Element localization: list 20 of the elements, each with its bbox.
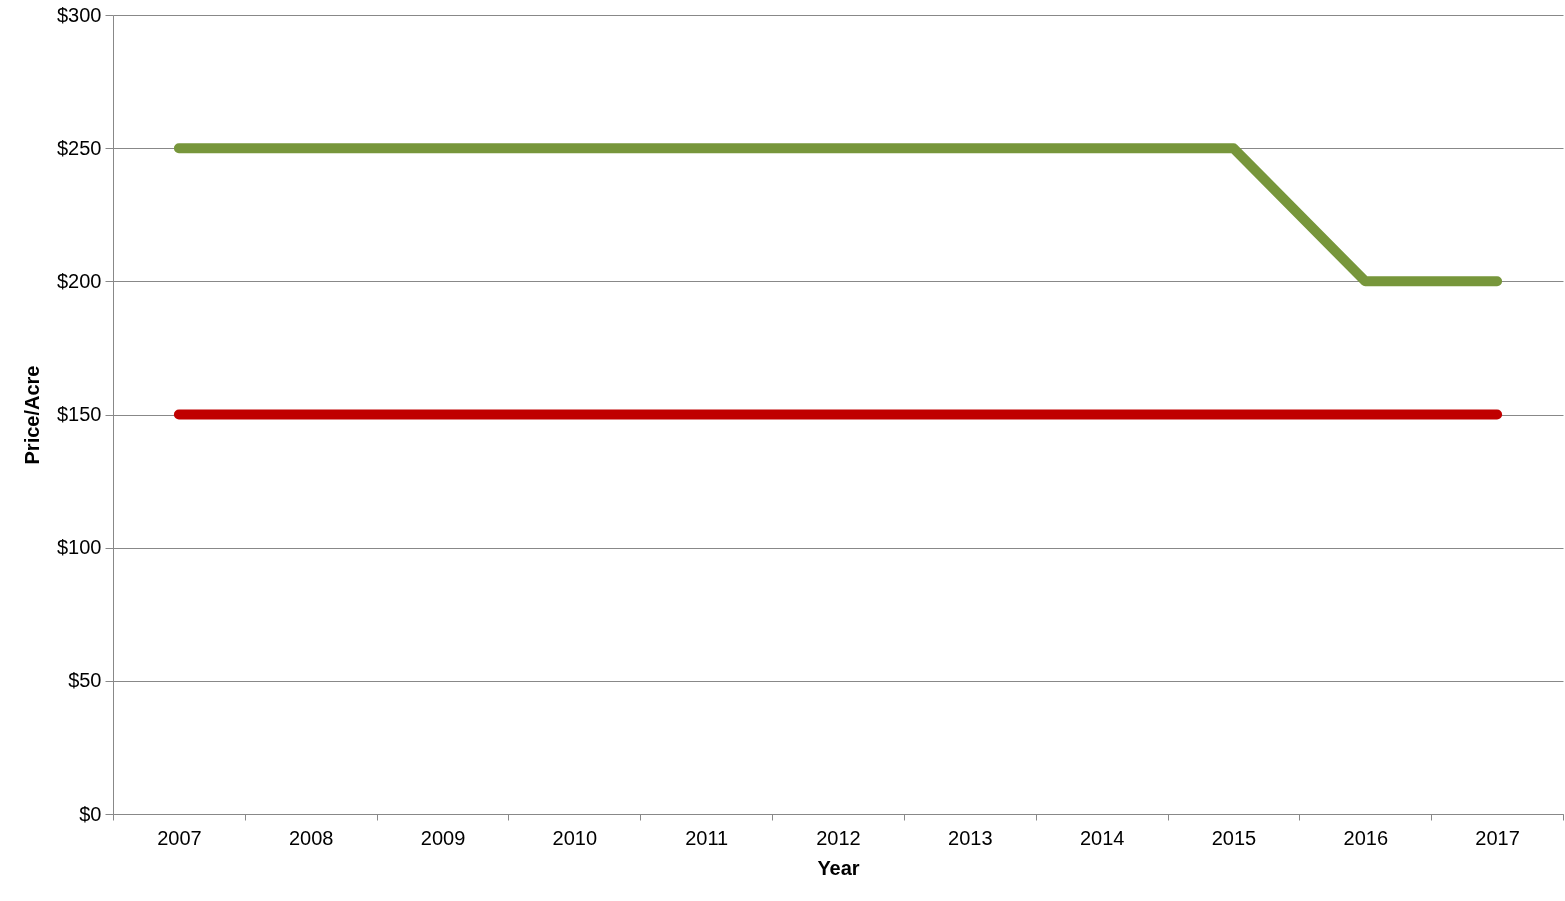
x-tick-label: 2012 [816, 826, 861, 849]
x-tick-label: 2007 [157, 826, 202, 849]
x-tick-label: 2011 [685, 826, 729, 849]
x-tick-label: 2017 [1475, 826, 1520, 849]
y-tick-label: $150 [57, 403, 102, 425]
y-tick-label: $0 [79, 802, 102, 825]
y-tick-label: $300 [57, 3, 102, 26]
y-axis-title: Price/Acre [21, 365, 44, 465]
y-tick-label: $250 [57, 136, 102, 159]
x-tick-label: 2015 [1211, 826, 1257, 849]
x-tick-label: 2014 [1079, 826, 1125, 849]
x-tick-label: 2009 [420, 826, 466, 849]
y-tick-label: $50 [68, 669, 102, 692]
x-tick-label: 2010 [552, 826, 598, 849]
x-tick-label: 2008 [288, 826, 334, 849]
y-tick-label: $200 [57, 269, 102, 292]
x-tick-label: 2013 [948, 826, 993, 849]
x-axis-title: Year [817, 856, 860, 879]
x-tick-label: 2016 [1343, 826, 1389, 849]
y-tick-label: $100 [57, 536, 102, 559]
